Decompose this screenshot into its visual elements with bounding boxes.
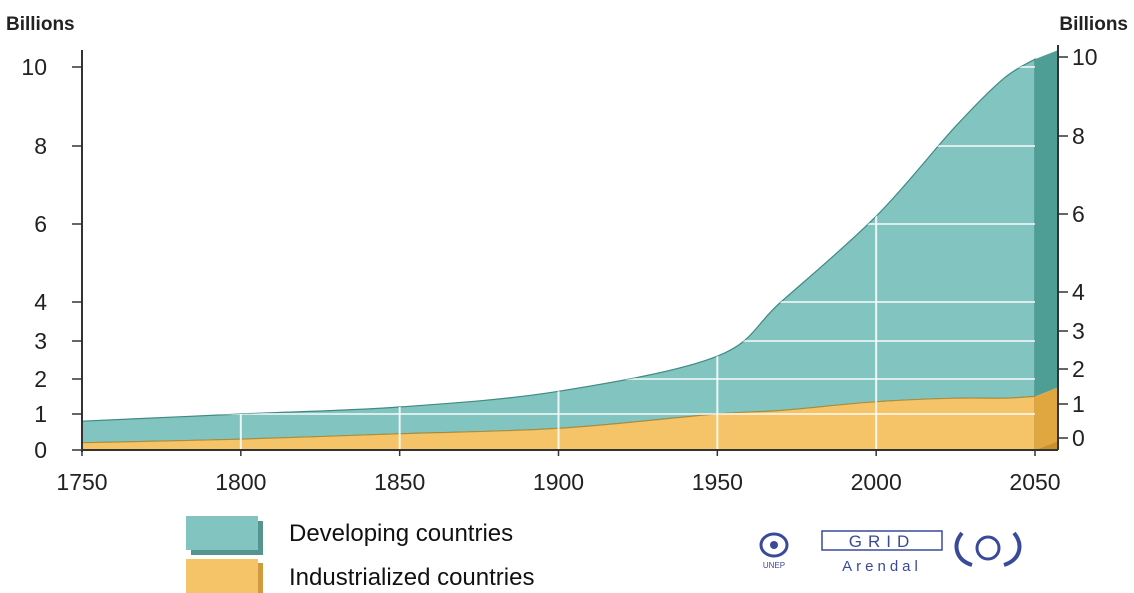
un-laurel-right-icon <box>1003 531 1022 567</box>
side-face-base <box>1035 441 1058 450</box>
un-emblem-logo <box>954 531 1022 567</box>
y-tick-label-right: 6 <box>1072 201 1085 227</box>
y-tick-label-right: 4 <box>1072 279 1085 305</box>
unep-logo: UNEP <box>759 532 789 570</box>
y-tick-label-left: 10 <box>21 54 47 80</box>
y-unit-right-label: Billions <box>1059 14 1128 35</box>
x-tick-label: 1950 <box>692 469 743 495</box>
unep-logo-text: UNEP <box>763 561 785 570</box>
y-tick-label-left: 3 <box>34 328 47 354</box>
y-tick-label-left: 6 <box>34 211 47 237</box>
unep-emblem-core-icon <box>770 541 778 549</box>
area-developing-countries <box>81 58 1036 444</box>
y-tick-label-right: 8 <box>1072 123 1085 149</box>
area-layer <box>81 50 1058 451</box>
x-tick-label: 1900 <box>533 469 584 495</box>
side-face-developing <box>1035 50 1058 397</box>
grid-arendal-logo: GRID Arendal <box>821 530 943 575</box>
un-globe-icon <box>975 535 1001 561</box>
unep-emblem-icon <box>759 532 789 558</box>
grid-logo-text: GRID <box>849 532 916 551</box>
x-tick-label: 1850 <box>374 469 425 495</box>
legend-label-developing: Developing countries <box>289 520 513 547</box>
axes-layer <box>81 45 1059 452</box>
legend-label-industrialized: Industrialized countries <box>289 564 534 591</box>
ticks-layer: 1750 1800 1850 1900 1950 2000 2050 0 1 2 3 4 6 8 10 0 1 2… <box>21 44 1097 495</box>
x-tick-label: 1800 <box>215 469 266 495</box>
arendal-logo-text: Arendal <box>842 558 922 575</box>
logos: UNEP GRID Arendal <box>759 530 1022 575</box>
legend-item-industrialized: Industrialized countries <box>186 559 534 593</box>
legend-swatch-developing <box>186 516 258 550</box>
un-laurel-left-icon <box>954 531 973 567</box>
y-tick-label-left: 4 <box>34 289 47 315</box>
y-tick-label-right: 2 <box>1072 356 1085 382</box>
y-tick-label-right: 1 <box>1072 391 1085 417</box>
y-tick-label-right: 0 <box>1072 425 1085 451</box>
x-tick-label: 1750 <box>56 469 107 495</box>
y-tick-label-left: 2 <box>34 366 47 392</box>
y-tick-label-left: 8 <box>34 133 47 159</box>
legend-swatch-industrialized <box>186 559 258 593</box>
y-tick-label-right: 3 <box>1072 318 1085 344</box>
y-unit-left-label: Billions <box>6 14 75 35</box>
y-tick-label-right: 10 <box>1072 44 1098 70</box>
legend-item-developing: Developing countries <box>186 516 513 555</box>
y-tick-label-left: 0 <box>34 437 47 463</box>
legend: Developing countries Industrialized coun… <box>186 516 534 593</box>
x-tick-label: 2050 <box>1009 469 1060 495</box>
grid-logo-frame-icon <box>821 530 943 551</box>
side-face-industrialized <box>1035 387 1058 450</box>
x-tick-label: 2000 <box>851 469 902 495</box>
y-tick-label-left: 1 <box>34 401 47 427</box>
